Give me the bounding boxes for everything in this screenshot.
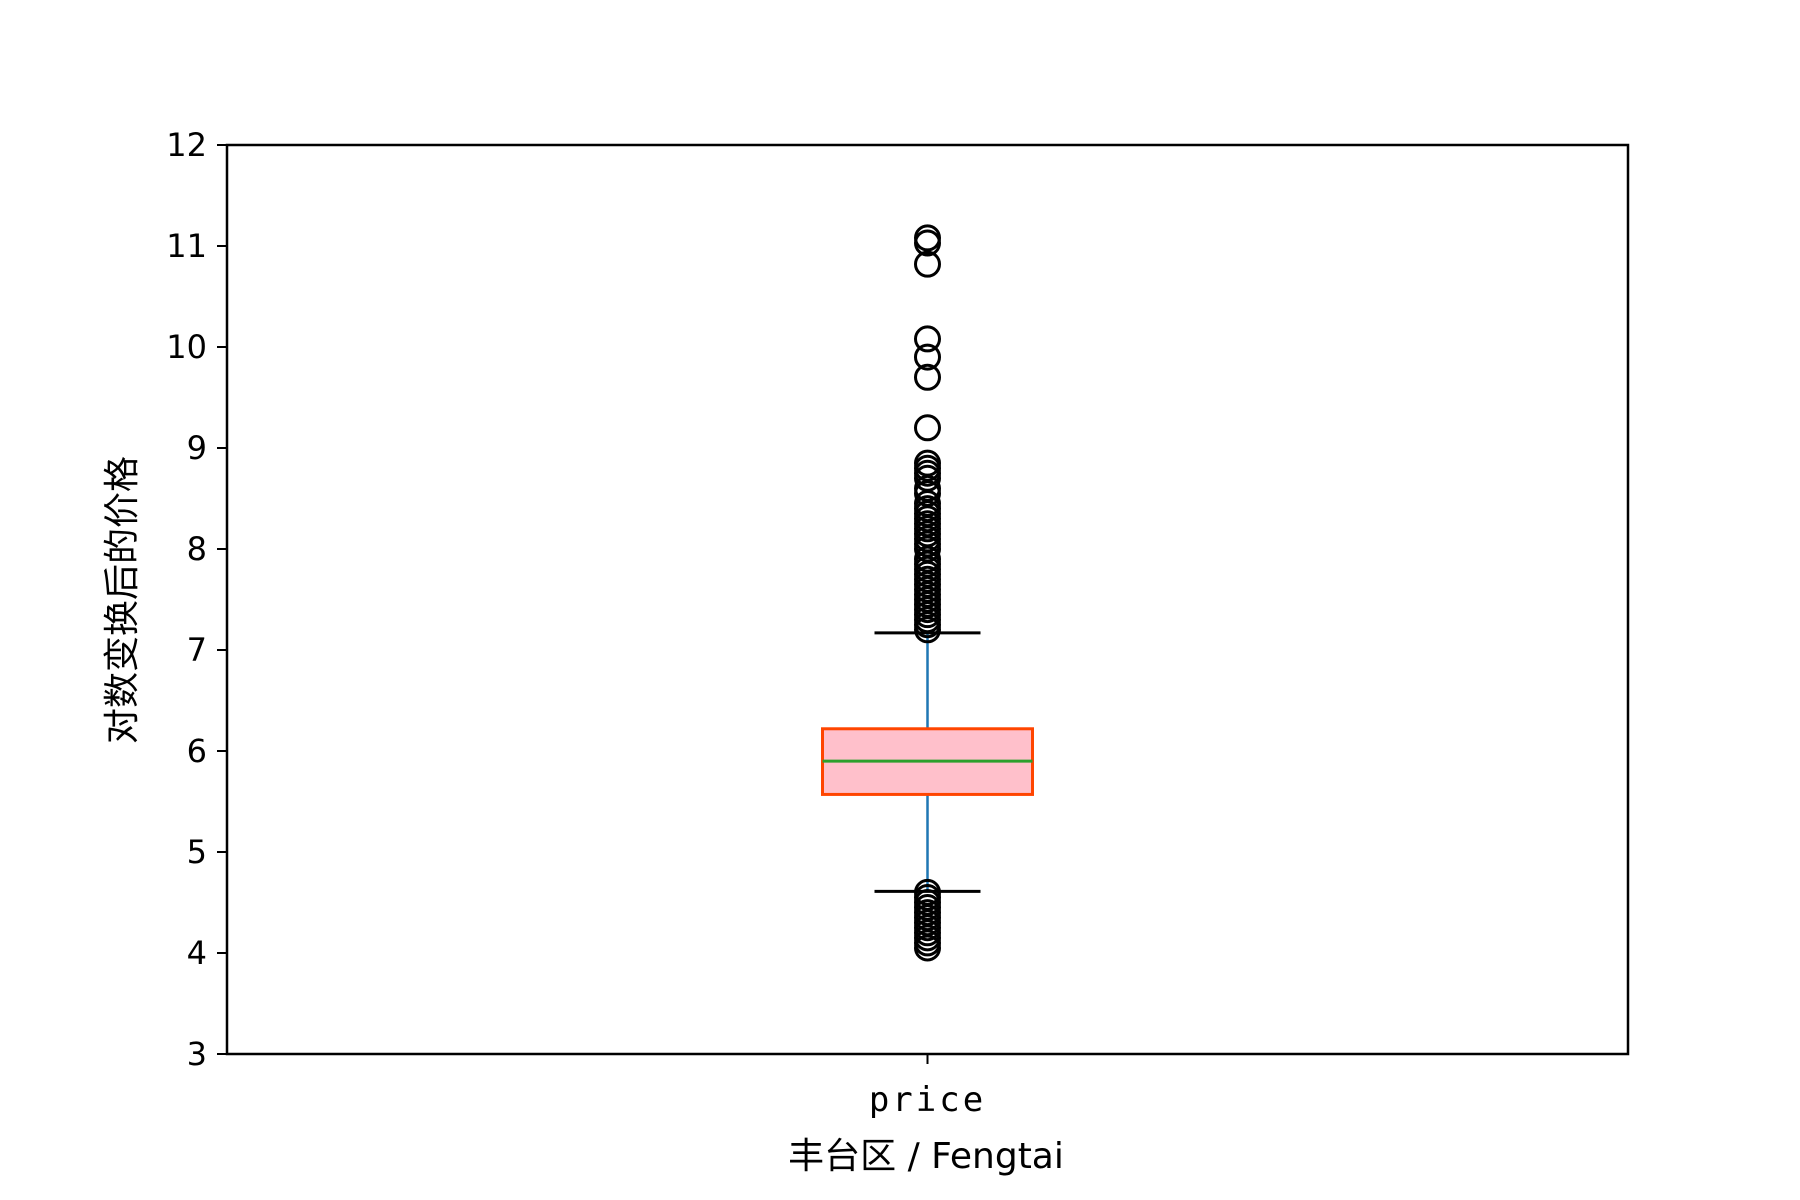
x-axis-label: 丰台区 / Fengtai	[788, 1136, 1064, 1177]
y-tick-label: 6	[187, 732, 207, 770]
y-tick-label: 8	[187, 530, 207, 568]
x-axis: price	[869, 1054, 986, 1120]
outlier-point	[914, 449, 941, 477]
y-tick-label: 3	[187, 1035, 207, 1073]
y-tick-label: 5	[187, 833, 207, 871]
y-tick-label: 12	[166, 126, 207, 164]
x-tick-label: price	[869, 1080, 986, 1120]
y-tick-label: 11	[166, 227, 207, 265]
outlier-point	[914, 224, 941, 252]
plot-frame	[225, 143, 1630, 1056]
y-axis-label: 对数变换后的价格	[102, 456, 143, 744]
outlier-point	[914, 325, 941, 353]
y-tick-label: 4	[187, 934, 207, 972]
y-axis: 3 4 5 6 7 8 9 10 11 12	[166, 126, 227, 1073]
outlier-point	[914, 343, 941, 371]
outlier-point	[914, 250, 941, 278]
outlier-point	[914, 878, 941, 906]
outlier-point	[914, 363, 941, 391]
y-tick-label: 7	[187, 631, 207, 669]
y-tick-label: 10	[166, 328, 207, 366]
y-tick-label: 9	[187, 429, 207, 467]
outlier-point	[914, 414, 941, 442]
plot-area	[821, 224, 1034, 962]
